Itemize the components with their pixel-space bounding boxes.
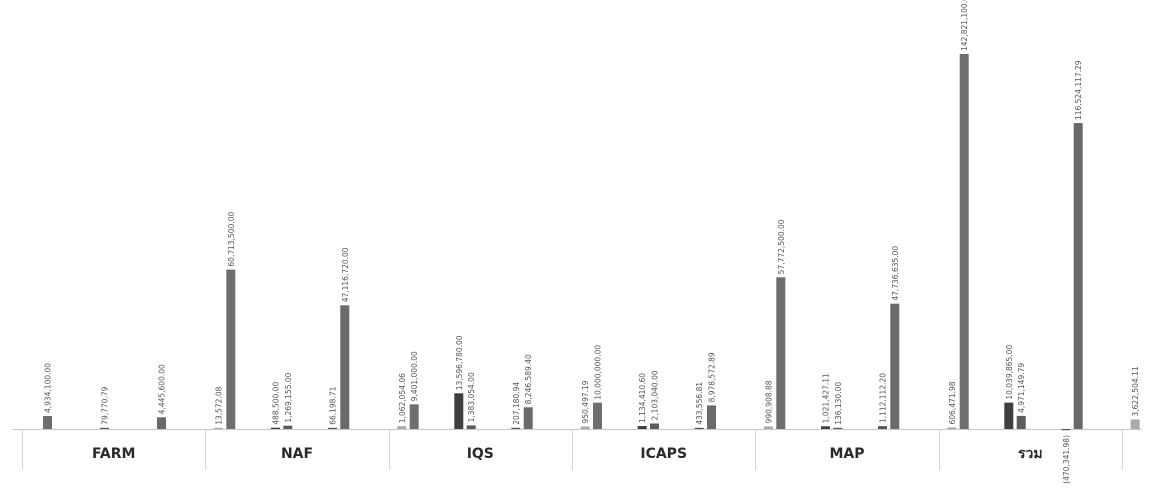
bar-รวม-1 [959, 54, 969, 429]
bar-MAP-4 [947, 427, 957, 429]
bar-MAP-6 [1061, 429, 1071, 431]
data-label: (470,341.98) [1062, 435, 1071, 484]
bar-FARM-2 [100, 427, 109, 429]
category-label: IQS [467, 446, 494, 462]
category-label: FARM [92, 446, 136, 462]
data-label: 1,112,112.20 [879, 373, 888, 423]
bar-MAP-2 [833, 427, 843, 429]
bar-IQS-6 [694, 427, 704, 429]
bar-FARM-1 [43, 416, 52, 429]
bar-ICAPS-4 [764, 426, 773, 429]
data-label: 79,770.79 [101, 386, 110, 424]
bar-ICAPS-5 [821, 426, 830, 429]
data-label: 66,198.71 [329, 386, 338, 424]
data-label: 950,497.19 [581, 380, 590, 423]
bar-NAF-6 [511, 427, 521, 429]
bar-FARM-5 [271, 427, 280, 429]
data-label: 433,556.81 [695, 382, 704, 425]
data-label: 4,934,100.00 [44, 363, 53, 413]
data-label: 13,572.08 [215, 386, 224, 424]
bar-IQS-2 [466, 425, 476, 429]
data-label: 4,971,149.79 [1017, 363, 1026, 413]
data-label: 1,062,054.06 [398, 373, 407, 423]
data-label: 57,772,500.00 [777, 219, 786, 274]
bar-รวม-2 [1016, 415, 1026, 429]
category-label: MAP [829, 446, 864, 462]
data-label: 142,821,100.00 [960, 0, 969, 51]
bar-MAP-5 [1004, 402, 1014, 429]
bar-รวม-4 [1130, 419, 1140, 429]
data-label: 1,021,427.11 [822, 373, 831, 423]
bar-MAP-3 [890, 303, 900, 429]
bar-MAP-1 [776, 277, 786, 429]
bar-ICAPS-6 [878, 426, 887, 429]
bar-ICAPS-3 [707, 405, 716, 429]
bar-NAF-4 [397, 426, 407, 429]
bar-รวม-3 [1073, 123, 1083, 429]
category-label: ICAPS [640, 446, 687, 462]
data-label: 47,116,720.00 [341, 247, 350, 302]
category-label: รวม [1018, 446, 1043, 462]
bar-FARM-3 [157, 417, 166, 429]
bar-FARM-6 [328, 427, 337, 429]
bar-IQS-1 [409, 404, 419, 429]
category-label: NAF [281, 446, 313, 462]
data-label: 1,383,054.00 [467, 372, 476, 422]
data-label: 606,471.98 [948, 381, 957, 424]
data-label: 990,908.88 [765, 380, 774, 423]
bar-ICAPS-1 [593, 402, 602, 429]
data-label: 10,039,865.00 [1005, 345, 1014, 400]
data-label: 4,445,600.00 [158, 364, 167, 414]
data-label: 8,978,572.89 [708, 352, 717, 402]
data-label: 10,000,000.00 [594, 345, 603, 400]
data-label: 207,180.94 [512, 382, 521, 425]
data-label: 488,500.00 [272, 382, 281, 425]
bar-ICAPS-2 [650, 423, 659, 429]
data-label: 13,596,780.00 [455, 335, 464, 390]
data-label: 136,130.00 [834, 382, 843, 425]
bar-NAF-1 [226, 269, 236, 429]
bar-IQS-3 [523, 407, 533, 429]
data-label: 3,622,504.11 [1131, 366, 1140, 416]
bar-IQS-5 [637, 426, 647, 429]
data-label: 9,401,000.00 [410, 351, 419, 401]
data-label: 1,269,155.00 [284, 372, 293, 422]
bar-NAF-3 [340, 305, 350, 429]
data-label: 8,246,589.40 [524, 354, 533, 404]
data-label: 116,524,117.29 [1074, 60, 1083, 120]
data-label: 1,134,410.60 [638, 373, 647, 423]
data-label: 47,736,635.00 [891, 246, 900, 301]
bar-IQS-4 [580, 426, 590, 429]
bar-FARM-4 [214, 427, 223, 429]
bar-NAF-2 [283, 425, 293, 429]
data-label: 60,713,500.00 [227, 211, 236, 266]
data-label: 2,103,040.00 [651, 370, 660, 420]
bar-NAF-5 [454, 393, 464, 429]
